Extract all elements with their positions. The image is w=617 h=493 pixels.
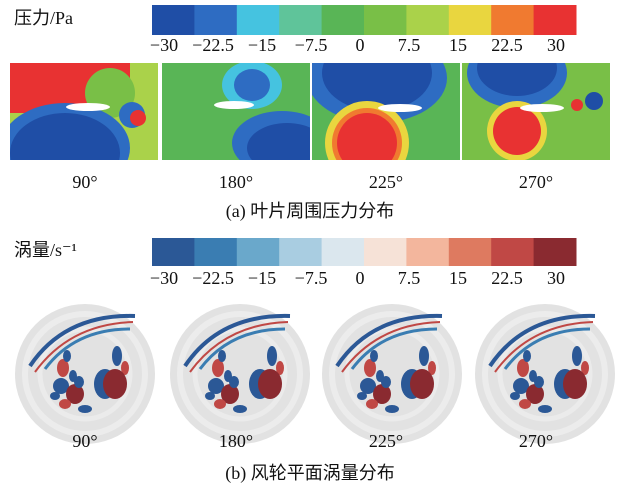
vorticity-image [15, 304, 155, 444]
colorbar-tick-label: −7.5 [295, 35, 328, 55]
colorbar-tick-label: 7.5 [398, 268, 421, 288]
colorbar-segment [534, 238, 577, 266]
colorbar-tick-label: 30 [547, 268, 565, 288]
figure: 压力/Pa −30 −22.5 −15 −7.5 0 7.5 15 22.5 30 90° 180° 2… [0, 0, 617, 493]
angle-label: 90° [72, 172, 97, 192]
angle-label: 180° [219, 172, 253, 192]
colorbar-tick-label: −7.5 [295, 268, 328, 288]
colorbar-segment [194, 238, 237, 266]
colorbar-segment [279, 5, 322, 35]
colorbar-label: 涡量/s⁻¹ [14, 240, 77, 260]
colorbar-tick-label: 15 [449, 35, 467, 55]
colorbar-segment [534, 5, 577, 35]
vorticity-image [170, 304, 310, 444]
colorbar-segment [279, 238, 322, 266]
colorbar-segment [364, 5, 407, 35]
colorbar-tick-label: 22.5 [491, 35, 523, 55]
angle-label: 225° [369, 431, 403, 451]
colorbar-tick-label: −15 [248, 268, 276, 288]
colorbar-segment [152, 238, 195, 266]
colorbar-segment [194, 5, 237, 35]
colorbar-segment [449, 238, 492, 266]
colorbar-tick-label: −30 [150, 35, 178, 55]
vorticity-image [322, 304, 462, 444]
vorticity-image [475, 304, 615, 444]
colorbar-segment [237, 5, 280, 35]
angle-label: 225° [369, 172, 403, 192]
colorbar-segment [364, 238, 407, 266]
colorbar-segment [322, 238, 365, 266]
colorbar-tick-label: 0 [356, 268, 365, 288]
pressure-image [162, 61, 332, 175]
angle-label: 270° [519, 431, 553, 451]
colorbar-tick-label: 7.5 [398, 35, 421, 55]
caption: (b) 风轮平面涡量分布 [225, 463, 395, 484]
angle-label: 270° [519, 172, 553, 192]
colorbar-segment [237, 238, 280, 266]
colorbar-tick-label: 0 [356, 35, 365, 55]
colorbar-tick-label: −15 [248, 35, 276, 55]
colorbar-tick-label: 22.5 [491, 268, 523, 288]
colorbar-segment [322, 5, 365, 35]
colorbar-tick-label: 30 [547, 35, 565, 55]
caption: (a) 叶片周围压力分布 [226, 201, 394, 222]
colorbar-tick-label: −30 [150, 268, 178, 288]
colorbar-segment [406, 5, 449, 35]
colorbar-tick-label: −22.5 [192, 35, 234, 55]
colorbar-tick-label: −22.5 [192, 268, 234, 288]
colorbar-segment [406, 238, 449, 266]
colorbar-label: 压力/Pa [14, 8, 73, 28]
angle-label: 180° [219, 431, 253, 451]
pressure-image [462, 38, 610, 161]
colorbar-segment [491, 5, 534, 35]
colorbar-segment [491, 238, 534, 266]
colorbar-tick-label: 15 [449, 268, 467, 288]
pressure-image [307, 33, 460, 185]
angle-label: 90° [72, 431, 97, 451]
colorbar-segment [152, 5, 195, 35]
colorbar-segment [449, 5, 492, 35]
